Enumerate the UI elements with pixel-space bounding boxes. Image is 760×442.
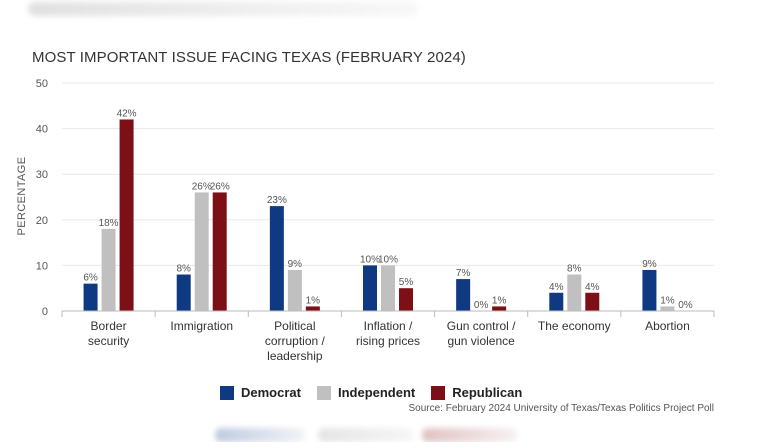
x-tick-label: Abortion	[645, 319, 690, 333]
bar	[585, 292, 600, 311]
data-label: 26%	[192, 181, 212, 192]
bar	[567, 274, 582, 311]
data-labels: 6%18%42%8%26%26%23%9%1%10%10%5%7%0% 1%4%8…	[83, 108, 692, 311]
legend-label: Independent	[337, 385, 416, 400]
data-label: 8%	[567, 264, 582, 275]
data-label: 26%	[210, 181, 230, 192]
bar	[456, 279, 471, 311]
legend-item: Democrat	[220, 385, 301, 400]
data-label: 23%	[267, 195, 287, 206]
bar	[194, 192, 209, 311]
data-label: 0%	[678, 300, 693, 311]
data-label: 9%	[288, 259, 303, 270]
legend-item: Republican	[431, 385, 522, 400]
data-label: 10%	[378, 254, 398, 265]
legend-swatch	[431, 385, 446, 400]
x-tick-label: Political	[274, 319, 315, 333]
x-tick-label: corruption /	[265, 334, 326, 348]
gridlines	[62, 82, 714, 266]
chart-title: MOST IMPORTANT ISSUE FACING TEXAS (FEBRU…	[32, 49, 466, 66]
bar	[642, 269, 657, 311]
bar	[305, 306, 320, 311]
data-label: 9%	[642, 259, 657, 270]
x-tick-label: Immigration	[170, 319, 233, 333]
bar	[212, 192, 227, 311]
bar	[381, 265, 395, 311]
blurred-footer-item	[215, 428, 305, 442]
x-tick-label: leadership	[267, 349, 323, 363]
x-tick-label: Border	[91, 319, 127, 333]
bar	[101, 228, 116, 311]
blurred-footer-item	[318, 428, 413, 442]
chart-legend: Democrat Independent Republican	[220, 385, 522, 400]
x-tick-label: security	[88, 334, 129, 348]
y-tick-label: 30	[36, 169, 48, 181]
legend-swatch	[316, 385, 331, 400]
y-axis-ticks: 0 10 20 30 40 50	[36, 78, 48, 318]
y-tick-label: 50	[36, 78, 48, 90]
x-tick-label: Gun control /	[447, 319, 516, 333]
data-label: 18%	[99, 218, 119, 229]
x-tick-label: rising prices	[356, 334, 420, 348]
source-note: Source: February 2024 University of Texa…	[408, 403, 714, 414]
bar	[176, 274, 191, 311]
bar	[83, 283, 98, 311]
data-label: 1%	[306, 295, 321, 306]
x-tick-label: Inflation /	[364, 319, 413, 333]
bar	[549, 292, 564, 311]
y-tick-label: 20	[36, 215, 48, 227]
bar	[119, 119, 134, 311]
data-label: 7%	[456, 268, 471, 279]
data-label: 0%	[474, 300, 489, 311]
legend-item: Independent	[316, 385, 416, 400]
data-label: 5%	[399, 277, 414, 288]
data-label: 1%	[492, 295, 507, 306]
bar	[660, 306, 675, 311]
data-label: 1%	[660, 295, 675, 306]
bars	[83, 119, 675, 311]
bar	[269, 206, 284, 311]
x-tick-label: gun violence	[447, 334, 515, 348]
blurred-header-strip	[28, 2, 418, 16]
y-tick-label: 0	[42, 306, 48, 318]
bar	[363, 265, 377, 311]
data-label: 6%	[83, 273, 98, 284]
y-tick-label: 10	[36, 260, 48, 272]
y-tick-label: 40	[36, 124, 48, 136]
blurred-footer-item	[422, 428, 517, 442]
data-label: 8%	[176, 264, 191, 275]
x-tick-label: The economy	[538, 319, 611, 333]
y-axis-label: PERCENTAGE	[16, 157, 28, 236]
data-label: 4%	[549, 282, 564, 293]
legend-swatch	[220, 385, 234, 400]
legend-label: Democrat	[241, 385, 301, 400]
data-label: 10%	[360, 254, 380, 265]
bar	[287, 269, 302, 311]
bar	[399, 288, 413, 311]
data-label: 4%	[585, 282, 600, 293]
legend-label: Republican	[452, 385, 523, 400]
data-label: 42%	[117, 108, 137, 119]
bar	[492, 306, 507, 311]
